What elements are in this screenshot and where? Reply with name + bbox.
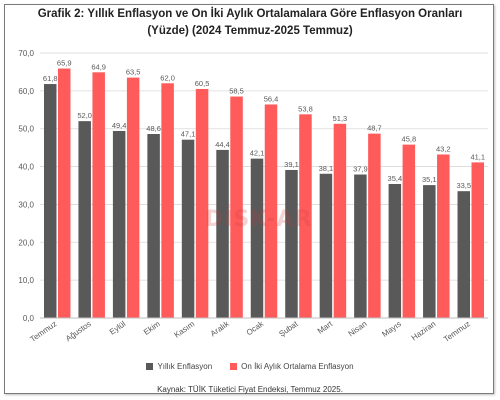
data-label: 38,1 [319, 164, 334, 173]
legend-swatch-series-2 [230, 363, 238, 370]
bar-annual [147, 134, 160, 318]
bar-annual [43, 84, 57, 319]
source-note: Kaynak: TÜİK Tüketici Fiyat Endeksi, Tem… [157, 385, 343, 394]
chart-title: Grafik 2: Yıllık Enflasyon ve On İki Ayl… [0, 6, 500, 40]
data-label: 49,4 [112, 121, 127, 130]
y-tick-label: 20,0 [18, 238, 34, 247]
bar-annual [181, 139, 195, 318]
x-tick-label: Nisan [347, 319, 369, 338]
data-label: 39,1 [284, 160, 299, 169]
data-label: 65,9 [57, 59, 72, 68]
bar-annual [319, 173, 333, 318]
bar-annual [423, 185, 436, 318]
y-tick-label: 40,0 [18, 163, 34, 172]
bar-twelve-month-average [126, 77, 140, 318]
data-label: 63,5 [126, 68, 141, 77]
chart-title-line-2: (Yüzde) (2024 Temmuz-2025 Temmuz) [147, 25, 353, 37]
data-label: 35,1 [422, 175, 437, 184]
bar-twelve-month-average [437, 154, 450, 318]
data-label: 53,8 [298, 104, 313, 113]
x-tick-label: Ekim [142, 319, 162, 337]
data-label: 35,4 [388, 174, 403, 183]
data-label: 47,1 [181, 130, 196, 139]
x-tick-label: Eylül [108, 319, 128, 336]
x-tick-label: Ağustos [64, 319, 93, 343]
data-label: 44,4 [215, 140, 230, 149]
data-label: 33,5 [456, 181, 471, 190]
data-label: 60,5 [195, 79, 210, 88]
legend-item-series-1: Yıllık Enflasyon [146, 362, 212, 371]
data-label: 52,0 [77, 111, 92, 120]
data-label: 61,8 [43, 74, 58, 83]
bar-twelve-month-average [195, 88, 209, 318]
bar-twelve-month-average [402, 144, 416, 318]
bar-twelve-month-average [161, 83, 174, 319]
data-label: 37,9 [353, 165, 368, 174]
bar-annual [250, 158, 264, 318]
data-label: 48,7 [367, 124, 382, 133]
x-tick-label: Ocak [245, 319, 266, 338]
watermark-logo: DİSK-AR [205, 207, 313, 232]
data-label: 45,8 [402, 135, 417, 144]
data-label: 41,1 [470, 152, 485, 161]
legend-label-series-1: Yıllık Enflasyon [157, 362, 213, 371]
data-label: 42,1 [250, 149, 265, 158]
chart-legend: Yıllık Enflasyon On İki Aylık Ortalama E… [0, 362, 500, 371]
bar-twelve-month-average [230, 96, 243, 319]
legend-item-series-2: On İki Aylık Ortalama Enflasyon [230, 362, 354, 371]
x-tick-label: Mart [316, 319, 335, 336]
data-label: 48,6 [146, 124, 161, 133]
bar-annual [388, 183, 402, 318]
bar-annual [78, 121, 91, 319]
bar-twelve-month-average [471, 162, 485, 318]
y-tick-label: 50,0 [18, 125, 34, 134]
bar-twelve-month-average [92, 72, 105, 318]
bar-twelve-month-average [57, 68, 71, 319]
y-tick-label: 70,0 [18, 49, 34, 58]
data-label: 64,9 [91, 62, 106, 71]
bar-twelve-month-average [299, 114, 312, 318]
x-tick-label: Mayıs [380, 319, 403, 339]
data-label: 56,4 [264, 94, 279, 103]
x-tick-label: Haziran [410, 319, 438, 342]
bar-twelve-month-average [264, 104, 278, 318]
x-tick-label: Kasım [172, 319, 196, 340]
bar-twelve-month-average [368, 133, 381, 318]
x-tick-label: Temmuz [442, 319, 472, 344]
data-label: 62,0 [160, 73, 175, 82]
legend-swatch-series-1 [146, 363, 154, 370]
data-label: 43,2 [436, 144, 451, 153]
bar-annual [285, 169, 298, 318]
data-label: 51,3 [333, 114, 348, 123]
y-tick-label: 10,0 [18, 276, 34, 285]
x-tick-label: Aralık [209, 319, 232, 339]
bar-twelve-month-average [333, 123, 347, 319]
bar-annual [354, 174, 367, 318]
y-tick-label: 0,0 [23, 314, 35, 323]
bar-annual [216, 149, 229, 318]
bar-annual [112, 130, 126, 318]
data-label: 58,5 [229, 87, 244, 96]
x-tick-label: Şubat [277, 319, 300, 339]
chart-title-line-1: Grafik 2: Yıllık Enflasyon ve On İki Ayl… [37, 8, 463, 20]
legend-label-series-2: On İki Aylık Ortalama Enflasyon [241, 362, 354, 371]
bar-annual [457, 191, 471, 318]
y-tick-label: 60,0 [18, 87, 34, 96]
y-tick-label: 30,0 [18, 200, 34, 209]
